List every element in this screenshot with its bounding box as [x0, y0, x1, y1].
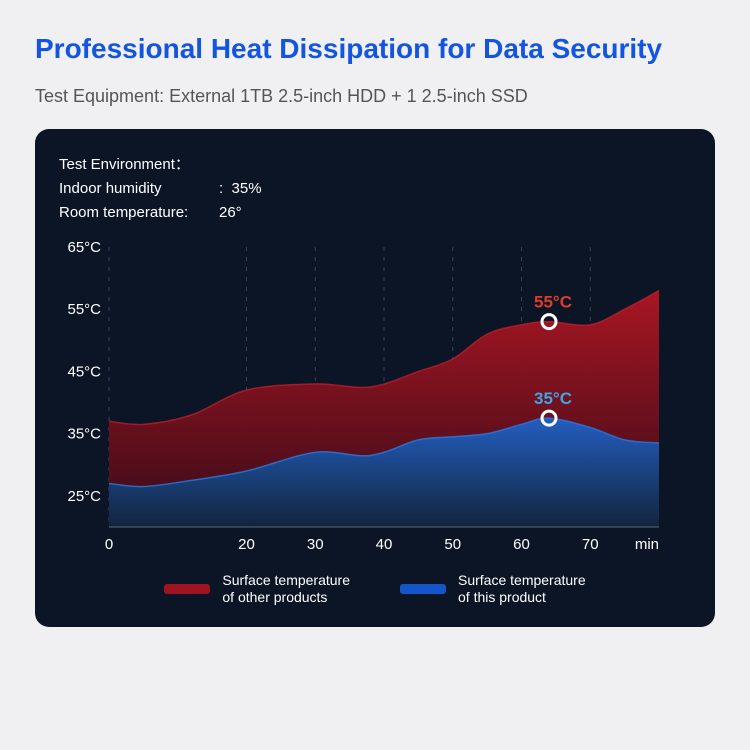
- svg-text:35°C: 35°C: [67, 425, 101, 442]
- svg-text:55°C: 55°C: [67, 301, 101, 318]
- legend-other: Surface temperatureof other products: [164, 572, 350, 607]
- env-heading: Test Environment：: [59, 153, 691, 177]
- svg-text:45°C: 45°C: [67, 363, 101, 380]
- legend-other-label: Surface temperatureof other products: [222, 572, 350, 607]
- svg-text:20: 20: [238, 536, 255, 553]
- humidity-value: 35%: [232, 177, 262, 201]
- test-environment-block: Test Environment： Indoor humidity : 35% …: [59, 153, 691, 225]
- temperature-chart: 25°C 35°C 45°C 55°C 65°C 0 20 30 40 50 60 70 min 55°C…: [59, 237, 679, 557]
- svg-text:min: min: [635, 536, 659, 553]
- svg-text:35°C: 35°C: [534, 389, 572, 408]
- page-title: Professional Heat Dissipation for Data S…: [35, 30, 715, 68]
- chart-container: 25°C 35°C 45°C 55°C 65°C 0 20 30 40 50 60 70 min 55°C…: [59, 237, 691, 562]
- legend-swatch-blue: [400, 584, 446, 594]
- legend-this: Surface temperatureof this product: [400, 572, 586, 607]
- svg-text:55°C: 55°C: [534, 292, 572, 311]
- svg-text:60: 60: [513, 536, 530, 553]
- room-label: Room temperature:: [59, 201, 219, 225]
- room-value: 26°: [219, 201, 242, 225]
- humidity-label: Indoor humidity: [59, 177, 219, 201]
- svg-text:25°C: 25°C: [67, 488, 101, 505]
- svg-text:30: 30: [307, 536, 324, 553]
- svg-text:70: 70: [582, 536, 599, 553]
- legend-swatch-red: [164, 584, 210, 594]
- subtitle: Test Equipment: External 1TB 2.5-inch HD…: [35, 86, 715, 107]
- legend: Surface temperatureof other products Sur…: [59, 572, 691, 607]
- svg-text:0: 0: [105, 536, 113, 553]
- chart-card: Test Environment： Indoor humidity : 35% …: [35, 129, 715, 627]
- legend-this-label: Surface temperatureof this product: [458, 572, 586, 607]
- svg-text:40: 40: [376, 536, 393, 553]
- svg-text:50: 50: [444, 536, 461, 553]
- svg-text:65°C: 65°C: [67, 239, 101, 256]
- colon-sep: :: [219, 177, 232, 201]
